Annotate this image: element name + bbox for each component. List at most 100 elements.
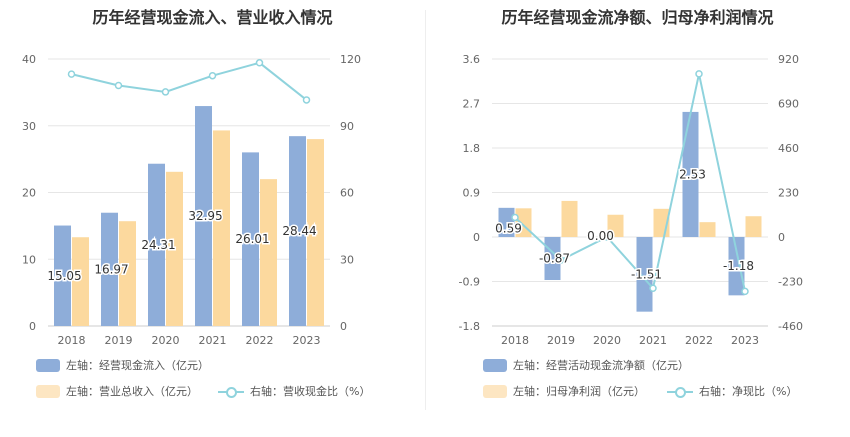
y-right-tick-label: 230	[778, 187, 799, 200]
right-legend-item-profit[interactable]: 左轴：归母净利润（亿元）	[483, 383, 645, 399]
legend-swatch-orange	[483, 384, 507, 398]
x-tick-label: 2019	[105, 334, 133, 347]
y-left-tick-label: 0	[473, 231, 480, 244]
y-right-tick-label: -460	[778, 320, 803, 333]
y-right-tick-label: 120	[340, 53, 361, 66]
bar	[242, 152, 259, 326]
y-left-tick-label: 2.7	[463, 98, 481, 111]
legend-swatch-line	[218, 385, 244, 398]
ratio-point	[511, 213, 519, 222]
bar	[213, 130, 230, 326]
ratio-line	[71, 61, 308, 101]
ratio-point	[557, 256, 565, 264]
ratio-point	[208, 71, 217, 80]
bar-data-label: 24.31	[141, 238, 175, 252]
y-left-tick-label: 20	[22, 187, 36, 200]
y-left-tick-label: -1.8	[459, 320, 480, 333]
y-left-tick-label: -0.9	[459, 276, 480, 289]
ratio-point	[161, 88, 170, 96]
y-left-tick-label: 30	[22, 120, 36, 133]
right-legend-item-netflow[interactable]: 左轴：经营活动现金流净额（亿元）	[483, 357, 689, 373]
ratio-line	[514, 73, 746, 292]
bar	[148, 163, 165, 326]
ratio-point	[603, 233, 611, 241]
legend-label: 右轴：营收现金比（%）	[250, 385, 371, 398]
bar	[54, 225, 71, 326]
legend-swatch-line	[667, 385, 693, 398]
legend-label: 左轴：经营活动现金流净额（亿元）	[513, 359, 689, 372]
right-legend-item-ratio[interactable]: 右轴：净现比（%）	[667, 383, 797, 399]
ratio-point	[649, 284, 657, 293]
panel-divider	[425, 10, 426, 410]
bar	[195, 106, 212, 326]
y-right-tick-label: -230	[778, 276, 803, 289]
x-tick-label: 2021	[639, 334, 667, 347]
bar	[260, 179, 277, 326]
ratio-point	[255, 59, 264, 67]
y-right-tick-label: 30	[340, 253, 354, 266]
y-right-tick-label: 0	[778, 231, 785, 244]
bar-data-label: 32.95	[188, 209, 222, 223]
bar	[728, 237, 745, 296]
y-right-tick-label: 460	[778, 142, 799, 155]
y-right-tick-label: 90	[340, 120, 354, 133]
y-right-tick-label: 60	[340, 187, 354, 200]
bar	[498, 207, 515, 237]
bar-data-label: 0.00	[587, 229, 614, 243]
bar	[636, 237, 653, 312]
left-chart-svg: 0 0 10 30 20 60 30 90 40 120 2018 2019 2020 2021 2022 2…	[22, 53, 361, 347]
bar-data-label: 28.44	[282, 224, 316, 238]
right-chart-panel: 历年经营现金流净额、归母净利润情况 -1.8 -460 -0.9 -230 0 0 0.9 2…	[425, 0, 850, 437]
bar	[119, 221, 136, 326]
x-tick-label: 2022	[685, 334, 713, 347]
legend-label: 左轴：归母净利润（亿元）	[513, 385, 645, 398]
y-right-tick-label: 690	[778, 98, 799, 111]
bar-data-label: 26.01	[235, 232, 269, 246]
bar	[101, 212, 118, 326]
left-legend-item-inflow[interactable]: 左轴：经营现金流入（亿元）	[36, 357, 209, 373]
legend-swatch-orange	[36, 384, 60, 398]
bar-data-label: 16.97	[94, 262, 128, 276]
left-chart-title: 历年经营现金流入、营业收入情况	[92, 8, 333, 27]
bar	[745, 216, 762, 237]
y-left-tick-label: 0	[29, 320, 36, 333]
bar	[307, 139, 324, 326]
x-tick-label: 2020	[152, 334, 180, 347]
y-left-tick-label: 3.6	[463, 53, 481, 66]
right-chart-svg: -1.8 -460 -0.9 -230 0 0 0.9 230 1.8 460 2.7 690 3.6 9…	[459, 53, 803, 347]
x-tick-label: 2018	[58, 334, 86, 347]
y-right-tick-label: 0	[340, 320, 347, 333]
right-chart-title: 历年经营现金流净额、归母净利润情况	[501, 8, 774, 27]
bar	[289, 136, 306, 326]
y-left-tick-label: 1.8	[463, 142, 481, 155]
ratio-point	[114, 81, 123, 90]
ratio-point	[695, 70, 703, 78]
x-tick-label: 2018	[501, 334, 529, 347]
left-chart-panel: 历年经营现金流入、营业收入情况 0 0 10 30 20 60 30 90 40 120 2018 2…	[22, 8, 370, 399]
bar	[166, 171, 183, 326]
ratio-point	[302, 96, 311, 104]
bar	[607, 214, 624, 237]
left-legend-item-revenue[interactable]: 左轴：营业总收入（亿元）	[36, 383, 198, 399]
bar-data-label: -1.51	[631, 267, 662, 281]
bar	[699, 222, 716, 237]
y-left-tick-label: 40	[22, 53, 36, 66]
x-tick-label: 2021	[199, 334, 227, 347]
x-tick-label: 2020	[593, 334, 621, 347]
legend-swatch-blue	[36, 358, 60, 372]
legend-label: 右轴：净现比（%）	[699, 385, 798, 398]
legend-swatch-blue	[483, 358, 507, 372]
bar-data-label: 15.05	[47, 269, 81, 283]
y-left-tick-label: 0.9	[463, 187, 481, 200]
ratio-point	[741, 287, 749, 296]
x-tick-label: 2022	[246, 334, 274, 347]
x-tick-label: 2023	[731, 334, 759, 347]
bar-data-label: -1.18	[723, 259, 754, 273]
y-right-tick-label: 920	[778, 53, 799, 66]
x-tick-label: 2023	[293, 334, 321, 347]
bar-data-label: 0.59	[495, 221, 522, 235]
bar	[682, 111, 699, 237]
bar	[72, 237, 89, 326]
legend-label: 左轴：经营现金流入（亿元）	[66, 359, 209, 372]
left-legend-item-ratio[interactable]: 右轴：营收现金比（%）	[218, 383, 370, 399]
